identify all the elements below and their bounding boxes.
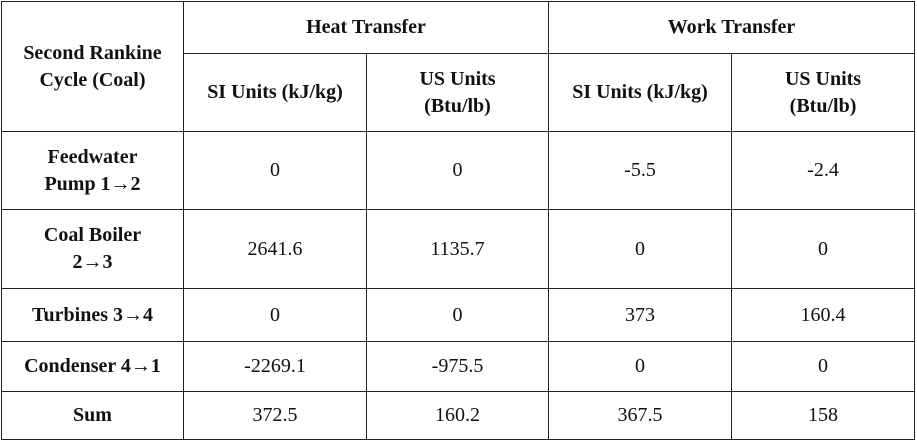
unit-header: SI Units (kJ/kg) (548, 53, 733, 132)
value-cell: 372.5 (183, 391, 367, 440)
data-row: Condenser 4→1 -2269.1 -975.5 0 0 (1, 341, 916, 392)
data-row: Feedwater Pump 1→2 0 0 -5.5 -2.4 (1, 131, 916, 210)
unit-header: US Units (Btu/lb) (731, 53, 916, 132)
value-cell: 0 (731, 341, 916, 392)
value-cell: 373 (548, 288, 733, 342)
data-row: Turbines 3→4 0 0 373 160.4 (1, 288, 916, 342)
value-cell: -2269.1 (183, 341, 367, 392)
value-cell: 160.2 (365, 391, 550, 440)
value-cell: -2.4 (731, 131, 916, 210)
value-cell: 0 (365, 288, 550, 342)
value-cell: 1135.7 (365, 209, 550, 289)
row-label: Sum (1, 391, 184, 440)
group-header: Work Transfer (548, 1, 916, 54)
data-row: Coal Boiler 2→3 2641.6 1135.7 0 0 (1, 209, 916, 289)
row-label: Feedwater Pump 1→2 (1, 131, 184, 210)
value-cell: 367.5 (548, 391, 733, 440)
unit-header: SI Units (kJ/kg) (183, 53, 367, 132)
corner-cell: Second Rankine Cycle (Coal) (1, 1, 184, 132)
value-cell: 2641.6 (183, 209, 367, 289)
value-cell: -975.5 (365, 341, 550, 392)
value-cell: 0 (548, 209, 733, 289)
group-header: Heat Transfer (182, 1, 550, 54)
value-cell: -5.5 (548, 131, 733, 210)
value-cell: 0 (365, 131, 550, 210)
unit-header: US Units (Btu/lb) (365, 53, 550, 132)
header-row: Second Rankine Cycle (Coal) Heat Transfe… (1, 1, 916, 132)
value-cell: 0 (183, 131, 367, 210)
row-label: Coal Boiler 2→3 (1, 209, 184, 289)
value-cell: 0 (548, 341, 733, 392)
data-row: Sum 372.5 160.2 367.5 158 (1, 391, 916, 440)
units-row: SI Units (kJ/kg) US Units (Btu/lb) SI Un… (2, 53, 916, 132)
value-cell: 158 (731, 391, 916, 440)
value-cell: 160.4 (731, 288, 916, 342)
row-label: Turbines 3→4 (1, 288, 184, 342)
value-cell: 0 (183, 288, 367, 342)
row-label: Condenser 4→1 (1, 341, 184, 392)
value-cell: 0 (731, 209, 916, 289)
